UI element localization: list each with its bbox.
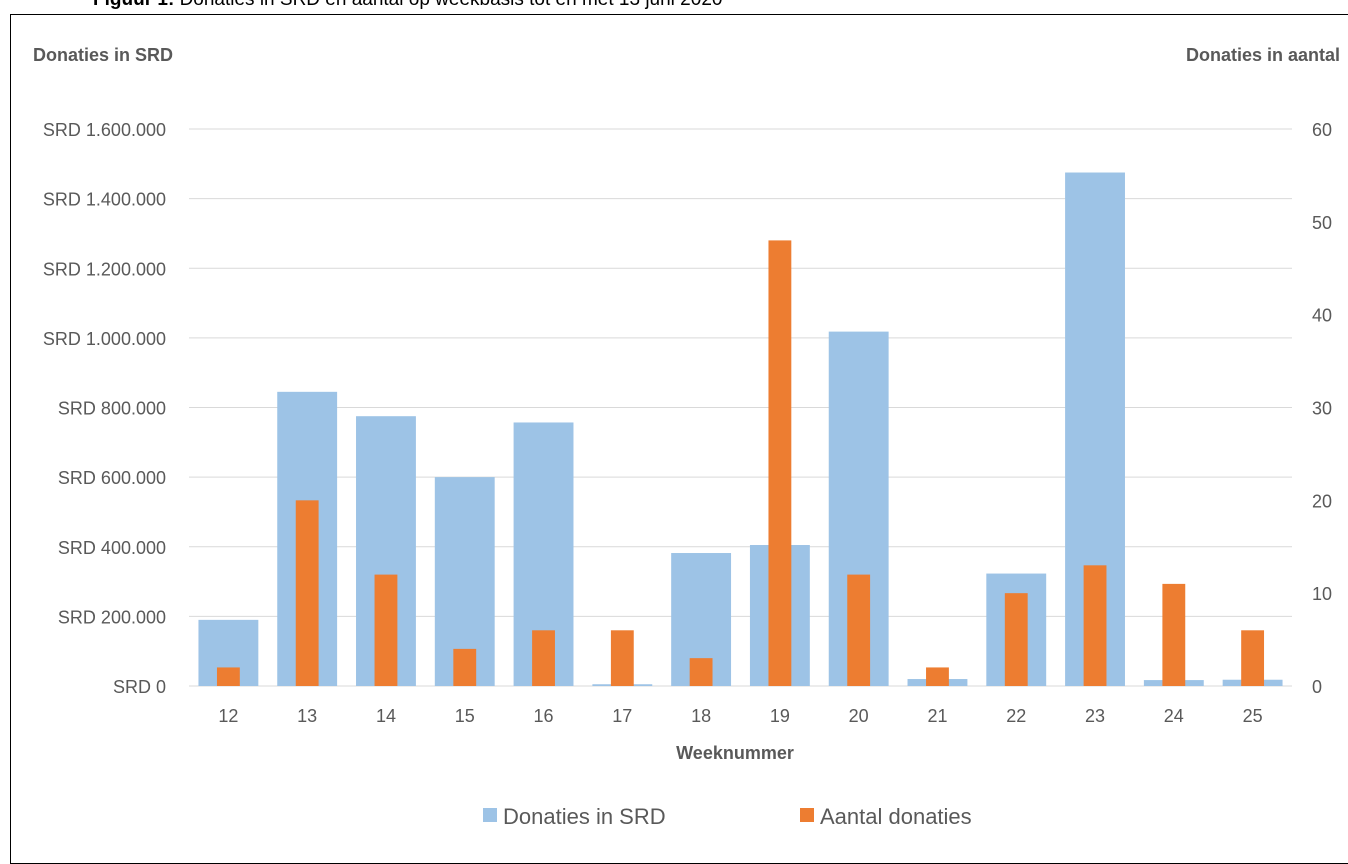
y-axis-right-title: Donaties in aantal (1186, 45, 1340, 65)
bar-aantal-donaties (295, 500, 319, 686)
y-right-tick-label: 50 (1312, 213, 1332, 233)
x-tick-label: 25 (1243, 706, 1263, 726)
legend: Donaties in SRD Aantal donaties (483, 804, 972, 829)
y-right-tick-label: 0 (1312, 677, 1322, 697)
figure-title: Figuur 1: Donaties in SRD en aantal op w… (93, 0, 722, 11)
bar-aantal-donaties (768, 240, 792, 686)
bar-aantal-donaties (847, 574, 871, 686)
x-tick-label: 14 (376, 706, 396, 726)
x-axis-title: Weeknummer (676, 743, 794, 763)
y-left-tick-label: SRD 1.600.000 (43, 120, 166, 140)
y-right-tick-label: 60 (1312, 120, 1332, 140)
y-left-tick-label: SRD 1.000.000 (43, 329, 166, 349)
x-tick-label: 24 (1164, 706, 1184, 726)
y-left-tick-label: SRD 400.000 (58, 538, 166, 558)
y-axis-left-ticks: SRD 0 SRD 200.000 SRD 400.000 SRD 600.000 SR… (43, 120, 166, 697)
series-donaties-srd (198, 172, 1283, 686)
x-tick-label: 16 (534, 706, 554, 726)
x-tick-label: 17 (612, 706, 632, 726)
y-left-tick-label: SRD 1.200.000 (43, 259, 166, 279)
x-tick-label: 15 (455, 706, 475, 726)
legend-label-aantal-donaties: Aantal donaties (820, 804, 972, 829)
figure-caption: Donaties in SRD en aantal op weekbasis t… (180, 0, 723, 10)
bar-aantal-donaties (689, 658, 713, 686)
y-right-tick-label: 20 (1312, 491, 1332, 511)
bar-aantal-donaties (216, 667, 240, 686)
bar-aantal-donaties (1004, 593, 1028, 686)
y-right-tick-label: 30 (1312, 399, 1332, 419)
y-left-tick-label: SRD 600.000 (58, 468, 166, 488)
x-axis-ticks: 12 13 14 15 16 17 18 19 20 21 22 23 24 25 (218, 706, 1262, 726)
x-tick-label: 21 (927, 706, 947, 726)
bar-aantal-donaties (1162, 583, 1186, 686)
x-tick-label: 12 (218, 706, 238, 726)
x-tick-label: 22 (1006, 706, 1026, 726)
y-left-tick-label: SRD 200.000 (58, 607, 166, 627)
x-tick-label: 20 (849, 706, 869, 726)
bar-aantal-donaties (532, 630, 555, 686)
figure-label: Figuur 1: (93, 0, 174, 10)
series-aantal-donaties (216, 240, 1265, 686)
legend-swatch-donaties-srd (483, 808, 497, 822)
y-right-tick-label: 10 (1312, 584, 1332, 604)
y-right-tick-label: 40 (1312, 306, 1332, 326)
y-axis-left-title: Donaties in SRD (33, 45, 173, 65)
y-axis-right-ticks: 0 10 20 30 40 50 60 (1312, 120, 1332, 697)
x-tick-label: 19 (770, 706, 790, 726)
y-left-tick-label: SRD 0 (113, 677, 166, 697)
bar-aantal-donaties (374, 574, 398, 686)
x-tick-label: 18 (691, 706, 711, 726)
bar-aantal-donaties (926, 667, 949, 686)
x-tick-label: 13 (297, 706, 317, 726)
bar-aantal-donaties (610, 630, 634, 686)
legend-label-donaties-srd: Donaties in SRD (503, 804, 666, 829)
x-tick-label: 23 (1085, 706, 1105, 726)
bar-aantal-donaties (1241, 630, 1265, 686)
y-left-tick-label: SRD 800.000 (58, 399, 166, 419)
legend-swatch-aantal-donaties (800, 808, 814, 822)
bar-aantal-donaties (1083, 565, 1107, 686)
gridlines (189, 128, 1292, 687)
y-left-tick-label: SRD 1.400.000 (43, 190, 166, 210)
bar-aantal-donaties (453, 648, 477, 686)
